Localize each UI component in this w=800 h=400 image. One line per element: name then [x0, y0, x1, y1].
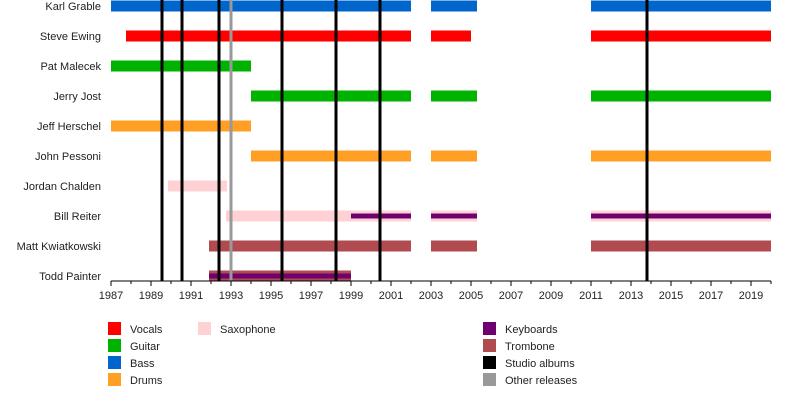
bar-saxophone: [226, 210, 411, 222]
member-label: Karl Grable: [45, 1, 101, 13]
legend-label: Trombone: [505, 341, 555, 353]
legend-swatch: [483, 356, 496, 369]
member-label: Bill Reiter: [54, 211, 101, 223]
member-label: Steve Ewing: [40, 31, 101, 43]
x-tick-label: 2011: [579, 290, 603, 302]
member-label: John Pessoni: [35, 151, 101, 163]
bar-keyboards: [591, 213, 771, 219]
x-tick-label: 2017: [699, 290, 723, 302]
legend-swatch: [108, 339, 121, 352]
legend-label: Saxophone: [220, 324, 276, 336]
bar-guitar: [591, 90, 771, 102]
legend-swatch: [108, 322, 121, 335]
x-tick-label: 1993: [219, 290, 243, 302]
legend-swatch: [483, 373, 496, 386]
bar-vocals: [431, 30, 471, 42]
x-tick-label: 2013: [619, 290, 643, 302]
member-label: Todd Painter: [39, 271, 101, 283]
bar-saxophone: [168, 180, 227, 192]
bar-drums: [431, 150, 477, 162]
bar-bass: [431, 0, 477, 12]
member-label: Matt Kwiatkowski: [17, 241, 101, 253]
legend-label: Keyboards: [505, 324, 558, 336]
x-tick-label: 1987: [99, 290, 123, 302]
member-label: Jerry Jost: [53, 91, 101, 103]
x-tick-label: 1989: [139, 290, 163, 302]
member-label: Jeff Herschel: [37, 121, 101, 133]
member-label: Pat Malecek: [40, 61, 101, 73]
x-tick-label: 2001: [379, 290, 403, 302]
x-tick-label: 2019: [739, 290, 763, 302]
x-tick-label: 1997: [299, 290, 323, 302]
bar-vocals: [126, 30, 411, 42]
legend-label: Guitar: [130, 341, 160, 353]
bar-keyboards: [431, 213, 477, 219]
bar-drums: [591, 150, 771, 162]
bar-guitar: [431, 90, 477, 102]
bar-bass: [111, 0, 411, 12]
legend-swatch: [108, 356, 121, 369]
legend-label: Bass: [130, 358, 155, 370]
legend-label: Drums: [130, 375, 163, 387]
legend-swatch: [483, 322, 496, 335]
legend-swatch: [108, 373, 121, 386]
x-tick-label: 1991: [179, 290, 203, 302]
legend-swatch: [483, 339, 496, 352]
member-label: Jordan Chalden: [23, 181, 101, 193]
legend-label: Vocals: [130, 324, 163, 336]
bar-guitar: [251, 90, 411, 102]
bar-trombone: [591, 240, 771, 252]
bar-keyboards: [209, 273, 351, 279]
bar-bass: [591, 0, 771, 12]
bar-drums: [251, 150, 411, 162]
legend-label: Other releases: [505, 375, 578, 387]
x-tick-label: 2005: [459, 290, 483, 302]
bar-trombone: [431, 240, 477, 252]
bar-trombone: [209, 240, 411, 252]
x-tick-label: 2015: [659, 290, 683, 302]
bar-vocals: [591, 30, 771, 42]
x-tick-label: 2003: [419, 290, 443, 302]
x-tick-label: 1995: [259, 290, 283, 302]
legend-swatch: [198, 322, 211, 335]
x-tick-label: 1999: [339, 290, 363, 302]
legend-label: Studio albums: [505, 358, 575, 370]
x-tick-label: 2007: [499, 290, 523, 302]
x-tick-label: 2009: [539, 290, 563, 302]
